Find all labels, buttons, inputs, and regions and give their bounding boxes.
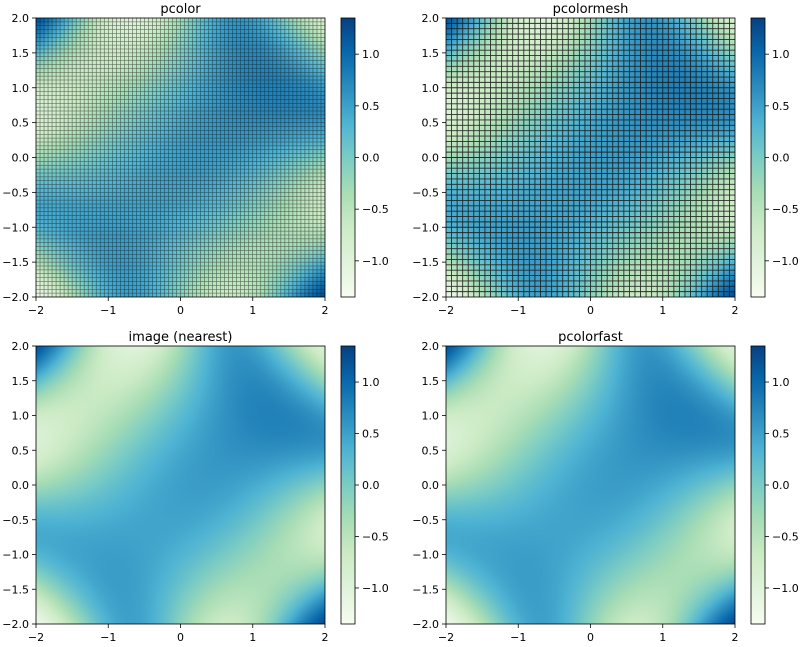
colorbar-tick-label: −0.5 <box>772 530 799 543</box>
x-tick-label: 2 <box>322 304 329 317</box>
panel-2: pcolormesh −2 −1 0 1 2 2.0 1.5 1.0 0.5 0.0 −0.5 −1.0… <box>412 2 798 317</box>
y-tick-label: 1.0 <box>12 410 30 423</box>
chart-title: pcolormesh <box>553 2 629 17</box>
y-tick-label: 2.0 <box>12 12 30 25</box>
panel-4: pcolorfast −2 −1 0 1 2 2.0 1.5 1.0 0.5 0.0 −0.5 −1.0… <box>412 330 799 644</box>
chart-title: pcolorfast <box>558 330 623 345</box>
y-tick-label: −0.5 <box>2 514 29 527</box>
y-tick-label: 1.5 <box>422 47 440 60</box>
y-tick-label: 2.0 <box>422 340 440 353</box>
y-tick-label: 0.5 <box>422 117 440 130</box>
mesh-grid <box>446 18 735 297</box>
y-tick-label: 0.5 <box>422 444 440 457</box>
y-tick-label: −1.0 <box>412 549 439 562</box>
chart-title: image (nearest) <box>129 330 233 345</box>
y-tick-label: 1.0 <box>422 82 440 95</box>
y-tick-label: 1.5 <box>12 47 30 60</box>
x-tick-label: 0 <box>587 304 594 317</box>
panel-1: pcolor −2 −1 0 1 2 2.0 1.5 1.0 0.5 0.0 −0.5 −1.0 −1.5… <box>2 2 388 317</box>
colorbar-tick-label: −1.0 <box>362 255 389 268</box>
x-tick-label: 1 <box>659 631 666 643</box>
y-tick-label: 0.5 <box>12 444 30 457</box>
y-tick-label: 0.0 <box>422 479 440 492</box>
y-tick-label: 0.0 <box>422 152 440 165</box>
colorbar-tick-label: −0.5 <box>772 203 799 216</box>
colorbar <box>340 345 356 625</box>
x-tick-label: 2 <box>732 304 739 317</box>
x-tick-label: 1 <box>249 304 256 317</box>
y-tick-label: −1.0 <box>412 221 439 234</box>
y-tick-label: −2.0 <box>2 618 29 631</box>
y-tick-label: 1.5 <box>12 375 30 388</box>
colorbar-tick-label: −1.0 <box>772 255 799 268</box>
y-tick-label: −1.5 <box>2 583 29 596</box>
y-tick-label: 0.0 <box>12 152 30 165</box>
colorbar-tick-label: 0.0 <box>772 479 790 492</box>
y-tick-label: 1.5 <box>422 375 440 388</box>
colorbar <box>750 17 766 298</box>
x-tick-label: −2 <box>28 304 44 317</box>
x-tick-label: 0 <box>177 304 184 317</box>
x-tick-label: 1 <box>249 631 256 643</box>
y-tick-label: −0.5 <box>412 186 439 199</box>
x-tick-label: −2 <box>438 304 454 317</box>
y-tick-label: 0.5 <box>12 117 30 130</box>
x-tick-label: −1 <box>510 304 526 317</box>
x-tick-label: 0 <box>587 631 594 643</box>
y-tick-label: −2.0 <box>2 291 29 304</box>
x-tick-label: −2 <box>28 631 44 643</box>
mesh-grid <box>36 18 325 297</box>
y-tick-label: −2.0 <box>412 618 439 631</box>
panel-3: image (nearest) −2 −1 0 1 2 2.0 1.5 1.0 0.5 0.0 −0.… <box>2 330 389 644</box>
y-tick-label: 2.0 <box>12 340 30 353</box>
y-tick-label: −0.5 <box>2 186 29 199</box>
colorbar-tick-label: −1.0 <box>772 582 799 595</box>
y-tick-label: −2.0 <box>412 291 439 304</box>
x-tick-label: 2 <box>732 631 739 643</box>
colorbar-tick-label: −0.5 <box>362 203 389 216</box>
heatmap-image <box>36 346 325 624</box>
colorbar-tick-label: 0.0 <box>362 152 380 165</box>
y-tick-label: 1.0 <box>12 82 30 95</box>
y-tick-label: −1.5 <box>412 256 439 269</box>
colorbar-tick-label: 0.0 <box>362 479 380 492</box>
x-tick-label: 2 <box>322 631 329 643</box>
colorbar <box>340 17 356 298</box>
colorbar-tick-label: 0.0 <box>772 152 790 165</box>
colorbar-tick-label: 1.0 <box>362 376 380 389</box>
x-tick-label: 1 <box>659 304 666 317</box>
colorbar-tick-label: 1.0 <box>362 48 380 61</box>
y-tick-label: −1.5 <box>412 583 439 596</box>
colorbar-tick-label: 0.5 <box>772 428 790 441</box>
colorbar-tick-label: 1.0 <box>772 376 790 389</box>
x-tick-label: −1 <box>100 304 116 317</box>
chart-title: pcolor <box>160 2 201 17</box>
x-tick-label: −2 <box>438 631 454 643</box>
y-tick-label: 0.0 <box>12 479 30 492</box>
x-tick-label: 0 <box>177 631 184 643</box>
colorbar-tick-label: 0.5 <box>362 428 380 441</box>
y-tick-label: −1.5 <box>2 256 29 269</box>
y-tick-label: −1.0 <box>2 549 29 562</box>
colorbar <box>750 345 766 625</box>
y-tick-label: 2.0 <box>422 12 440 25</box>
x-tick-label: −1 <box>100 631 116 643</box>
colorbar-tick-label: 1.0 <box>772 48 790 61</box>
y-tick-label: 1.0 <box>422 410 440 423</box>
x-tick-label: −1 <box>510 631 526 643</box>
colorbar-tick-label: 0.5 <box>772 100 790 113</box>
y-tick-label: −1.0 <box>2 221 29 234</box>
y-tick-label: −0.5 <box>412 514 439 527</box>
colorbar-tick-label: 0.5 <box>362 100 380 113</box>
colorbar-tick-label: −0.5 <box>362 530 389 543</box>
colorbar-tick-label: −1.0 <box>362 582 389 595</box>
heatmap-image <box>446 346 735 624</box>
